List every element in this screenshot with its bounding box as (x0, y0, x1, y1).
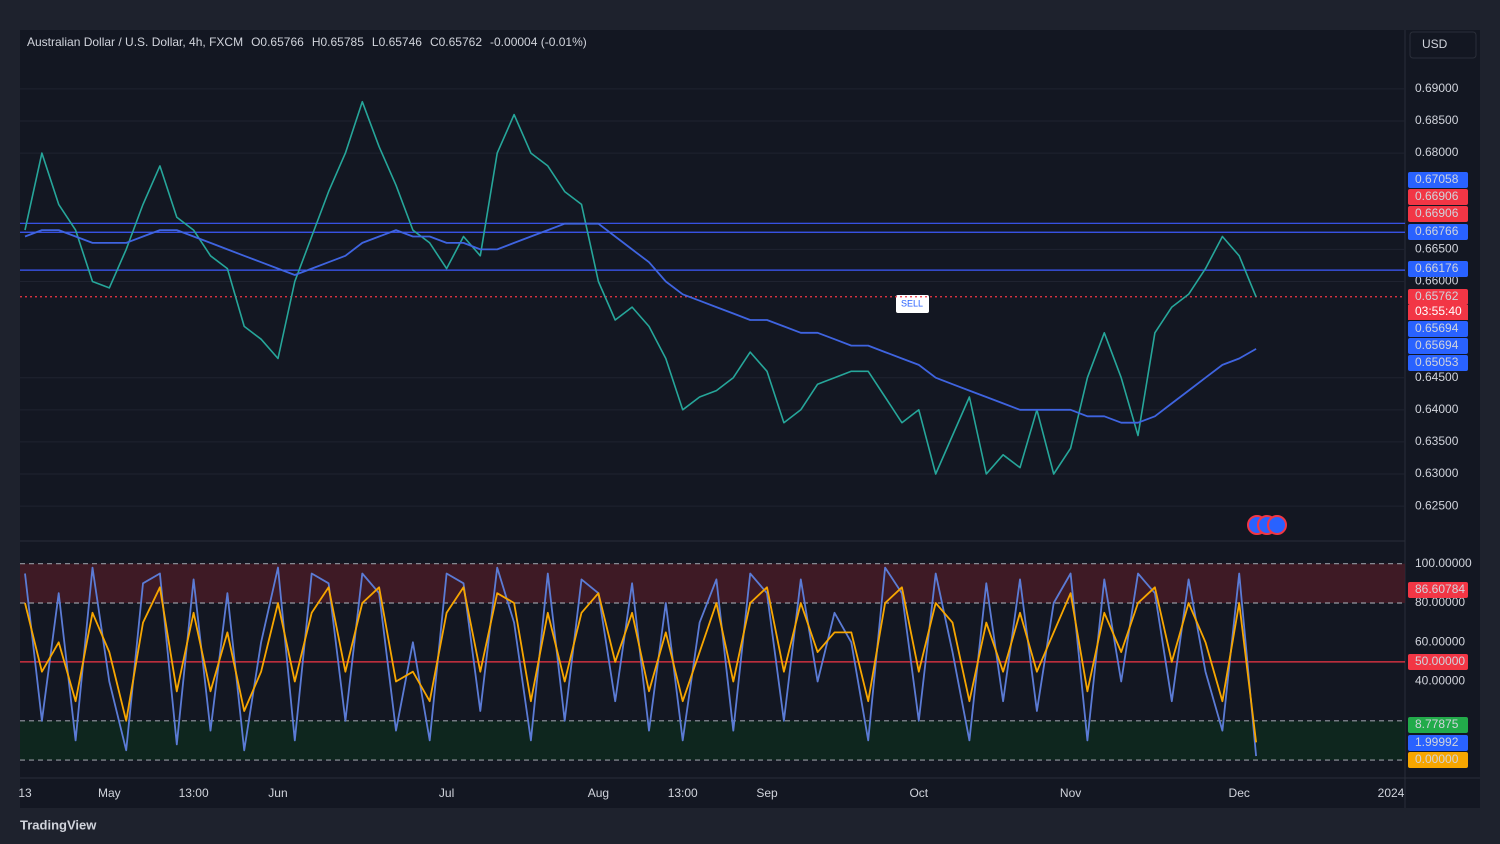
y-tick-label: 0.68500 (1415, 113, 1459, 127)
price-badge (1408, 717, 1468, 733)
zone (20, 720, 1405, 761)
ohlc-value: 0.65766 (260, 35, 304, 49)
x-tick-label: Dec (1229, 786, 1250, 800)
currency-button[interactable] (1409, 31, 1477, 59)
countdown-badge (1408, 305, 1468, 320)
series-line (24, 100, 1257, 475)
series-line (24, 566, 1257, 757)
x-tick-label: Jun (268, 786, 287, 800)
y-tick-label: 0.63500 (1415, 434, 1459, 448)
ohlc-key: C (430, 35, 439, 49)
sell-marker (896, 295, 929, 313)
price-badge (1408, 261, 1468, 277)
price-badge (1408, 172, 1468, 188)
price-badge-label: 1.99992 (1415, 735, 1459, 749)
x-tick-label: Jul (439, 786, 454, 800)
y-tick-label: 60.00000 (1415, 634, 1465, 648)
chart-area (20, 30, 1480, 808)
price-badge (1408, 289, 1468, 305)
brand: TradingView (20, 817, 97, 832)
price-badge-label: 0.67058 (1415, 172, 1459, 186)
x-tick-label: Aug (588, 786, 609, 800)
price-badge-label: 0.66766 (1415, 224, 1459, 238)
x-tick-label: 13:00 (668, 786, 698, 800)
ohlc-value: 0.65785 (320, 35, 364, 49)
y-tick-label: 100.00000 (1415, 556, 1472, 570)
ohlc-key: H (312, 35, 321, 49)
price-badge (1408, 752, 1468, 768)
currency[interactable]: USD (1422, 37, 1448, 51)
price-badge-label: 0.66176 (1415, 261, 1459, 275)
x-tick-label: 13:00 (179, 786, 209, 800)
price-badge (1408, 189, 1468, 205)
price-badge-label: 50.00000 (1415, 654, 1465, 668)
x-tick-label: 13 (18, 786, 32, 800)
y-tick-label: 0.63000 (1415, 466, 1459, 480)
ohlc-value: 0.65746 (379, 35, 423, 49)
symbol-title: Australian Dollar / U.S. Dollar, 4h, FXC… (27, 35, 243, 49)
y-tick-label: 0.69000 (1415, 81, 1459, 95)
price-badge (1408, 355, 1468, 371)
event-flag[interactable] (1267, 515, 1287, 535)
price-badge (1408, 321, 1468, 337)
price-badge-label: 0.66906 (1415, 189, 1459, 203)
ohlc-value: 0.65762 (439, 35, 483, 49)
y-tick-label: 0.64500 (1415, 370, 1459, 384)
y-tick-label: 40.00000 (1415, 674, 1465, 688)
price-badge (1408, 735, 1468, 751)
x-tick-label: Nov (1060, 786, 1081, 800)
series-line (24, 222, 1257, 424)
y-tick-label: 0.62500 (1415, 498, 1459, 512)
price-badge (1408, 654, 1468, 670)
price-badge-label: 0.65053 (1415, 355, 1459, 369)
price-badge-label: 0.00000 (1415, 752, 1459, 766)
price-badge (1408, 224, 1468, 240)
x-tick-label: Sep (756, 786, 778, 800)
y-tick-label: 80.00000 (1415, 595, 1465, 609)
legend: Australian Dollar / U.S. Dollar, 4h, FXC… (27, 35, 587, 49)
countdown: 03:55:40 (1415, 304, 1462, 318)
price-badge-label: 86.60784 (1415, 582, 1465, 596)
ohlc-key: O (251, 35, 260, 49)
y-tick-label: 0.68000 (1415, 145, 1459, 159)
price-badge-label: 0.65694 (1415, 338, 1459, 352)
zone (20, 563, 1405, 603)
price-badge-label: 0.65762 (1415, 289, 1459, 303)
series-line (24, 586, 1257, 743)
event-flags (1247, 515, 1287, 535)
sell-label: SELL (901, 298, 923, 308)
y-tick-label: 0.64000 (1415, 402, 1459, 416)
price-badge (1408, 338, 1468, 354)
x-tick-label: May (98, 786, 121, 800)
price-badge (1408, 206, 1468, 222)
price-badge (1408, 582, 1468, 598)
price-badge-label: 0.66906 (1415, 206, 1459, 220)
x-tick-label: Oct (909, 786, 928, 800)
y-tick-label: 0.66000 (1415, 274, 1459, 288)
price-badge-label: 0.65694 (1415, 321, 1459, 335)
price-badge-label: 8.77875 (1415, 717, 1459, 731)
ohlc-key: L (372, 35, 379, 49)
x-tick-label: 2024 (1378, 786, 1405, 800)
change: -0.00004 (-0.01%) (490, 35, 587, 49)
y-tick-label: 0.66500 (1415, 242, 1459, 256)
